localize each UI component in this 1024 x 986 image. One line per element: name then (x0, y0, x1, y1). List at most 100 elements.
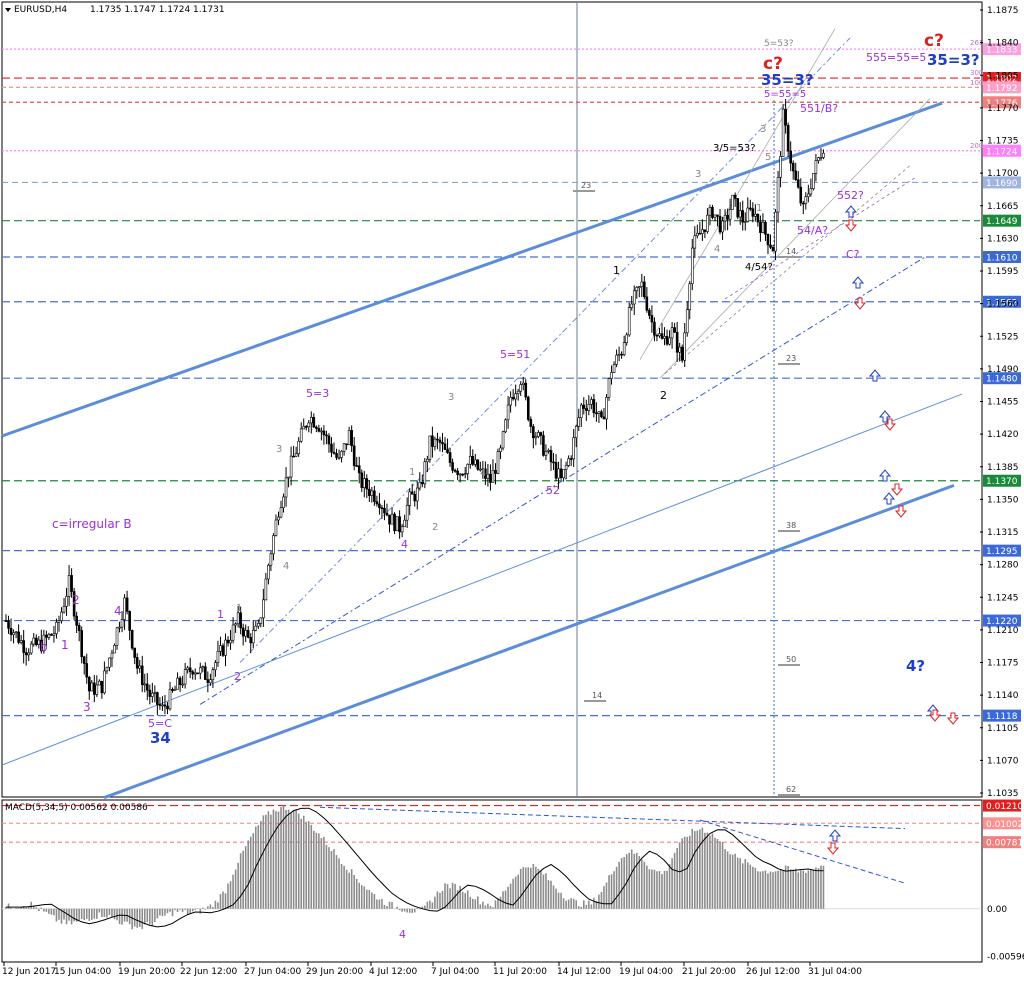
fib-label: 14 (592, 691, 602, 700)
candle-body (630, 303, 634, 308)
macd-trendline-b (699, 819, 906, 884)
candle-body (135, 657, 139, 669)
candle-body (504, 419, 507, 433)
candle-body (130, 630, 134, 649)
price-tag (983, 614, 1021, 627)
candle-body (234, 623, 237, 626)
macd-histogram: 0.01210 0.01002 0.00781 0.00 -0.00596 (2, 799, 1024, 963)
candle-body (463, 473, 467, 475)
candle-body (421, 481, 424, 485)
candle-body (501, 431, 505, 449)
price-tick-label: 1.1280 (987, 561, 1019, 571)
candle-body (87, 676, 91, 692)
candle-body (345, 443, 348, 446)
candle-body (34, 637, 38, 645)
candle-body (186, 667, 189, 670)
candle-body (582, 404, 586, 409)
candle-body (607, 378, 611, 398)
time-tick-label: 14 Jul 12:00 (557, 967, 611, 977)
candle-body (728, 209, 732, 220)
candle-body (491, 469, 495, 483)
candle-body (635, 287, 639, 292)
candle-body (554, 462, 558, 479)
candle-body (221, 645, 225, 656)
arrow-down-icon (844, 219, 858, 232)
candle-body (246, 630, 250, 638)
candle-body (587, 403, 591, 411)
candle-body (678, 346, 681, 353)
candle-body (206, 679, 210, 684)
candle-body (67, 575, 71, 597)
wave-label: 35=3? (761, 71, 814, 89)
fib-ratio-label: 200 (970, 142, 983, 150)
wave-label: b (40, 640, 48, 654)
price-tag (983, 372, 1021, 385)
candle-body (711, 206, 714, 218)
candle-body (133, 647, 136, 658)
arrow-up-icon (844, 205, 858, 218)
candle-body (766, 233, 770, 246)
candle-body (24, 652, 28, 656)
candle-body (390, 513, 394, 525)
candle-body (794, 170, 798, 181)
candle-body (85, 663, 89, 678)
candle-body (55, 621, 58, 634)
price-tick-label: 1.1035 (987, 789, 1019, 799)
price-tag (983, 96, 1021, 109)
candle-body (98, 680, 101, 686)
dropdown-arrow-icon[interactable] (5, 8, 11, 12)
price-tick-label: 1.1525 (987, 332, 1019, 342)
candle-body (822, 152, 825, 158)
price-tick-label: 1.1140 (987, 691, 1019, 701)
time-tick-label: 26 Jul 12:00 (746, 967, 800, 977)
candle-body (701, 229, 704, 234)
candle-body (77, 625, 81, 631)
candle-body (622, 342, 626, 355)
candle-body (680, 346, 684, 361)
candle-body (27, 652, 31, 656)
candle-body (181, 683, 184, 686)
fib-label: 14 (786, 247, 796, 256)
candle-body (176, 677, 179, 690)
price-tag (983, 295, 1021, 308)
candle-body (108, 657, 111, 668)
candle-body (759, 221, 762, 233)
channel-upper-line (1, 101, 943, 438)
candle-body (12, 632, 15, 635)
candle-body (655, 334, 659, 337)
candle-body (302, 426, 306, 430)
price-tag (983, 214, 1021, 227)
candle-body (75, 615, 78, 626)
wave-label: 4 (114, 604, 122, 618)
candle-body (357, 465, 361, 474)
macd-tag (983, 799, 1021, 812)
macd-panel[interactable] (1, 799, 983, 963)
candle-body (514, 393, 517, 400)
candle-body (4, 620, 8, 622)
candle-body (481, 468, 485, 471)
candle-body (262, 599, 265, 619)
candle-body (723, 214, 727, 222)
price-tick-label: 1.1210 (987, 626, 1019, 636)
candle-body (340, 450, 343, 458)
candle-body (380, 507, 384, 510)
candle-body (733, 194, 737, 199)
candle-body (572, 437, 575, 460)
candle-body (378, 503, 381, 509)
candle-body (562, 469, 565, 479)
candle-body (153, 692, 157, 694)
candle-body (602, 416, 606, 420)
candle-body (332, 451, 336, 454)
candle-body (14, 631, 18, 634)
candle-body (819, 157, 823, 159)
price-panel[interactable] (1, 1, 983, 798)
candle-body (489, 473, 492, 483)
candle-body (713, 214, 717, 218)
candle-body (307, 422, 311, 428)
price-tick-label: 1.1315 (987, 528, 1019, 538)
candle-body (688, 283, 692, 310)
price-tag-label: 1.1649 (986, 217, 1018, 227)
time-tick-label: 4 Jul 12:00 (369, 967, 418, 977)
